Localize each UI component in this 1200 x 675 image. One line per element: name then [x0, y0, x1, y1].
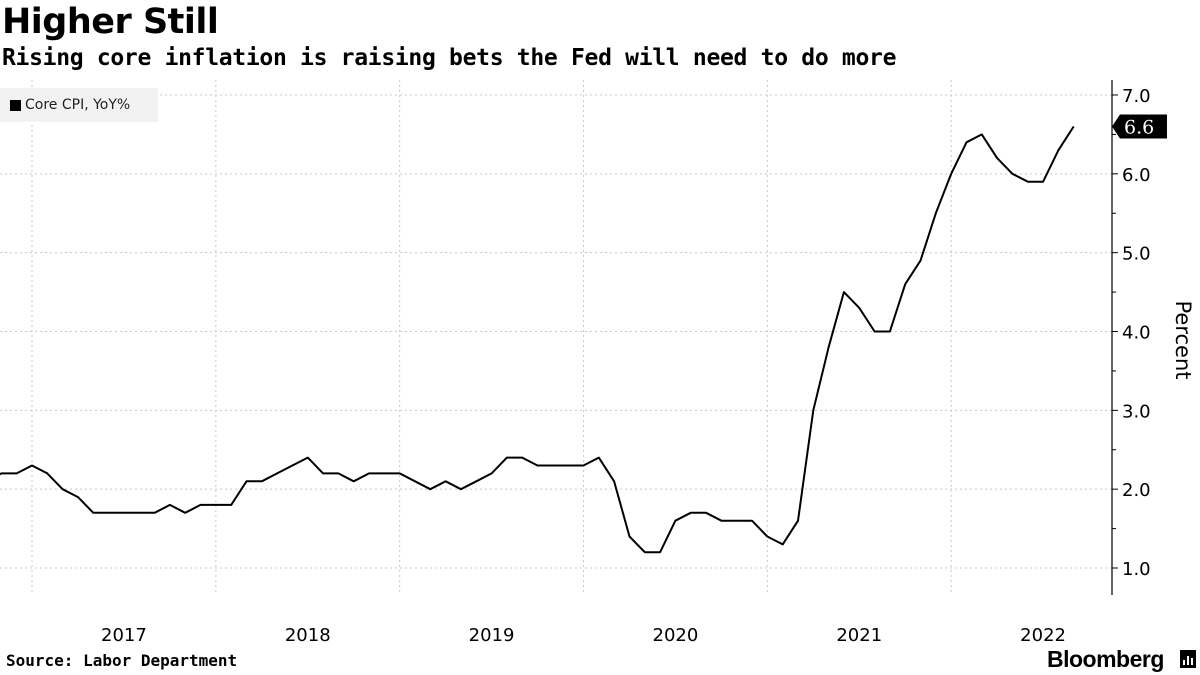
grid: [0, 80, 1112, 595]
y-tick-label: 1.0: [1122, 559, 1151, 580]
series-group: [0, 125, 1075, 554]
x-tick-label: 2017: [101, 625, 147, 646]
bloomberg-logo: Bloomberg: [1047, 646, 1164, 672]
y-tick-label: 7.0: [1122, 86, 1151, 107]
x-tick-label: 2022: [1020, 625, 1066, 646]
series-line-core-cpi: [0, 125, 1075, 554]
y-tick-label: 2.0: [1122, 480, 1151, 501]
y-tick-label: 6.0: [1122, 165, 1151, 186]
y-tick-label: 4.0: [1122, 323, 1151, 344]
source-note: Source: Labor Department: [6, 651, 238, 670]
last-value-label: 6.6: [1112, 114, 1167, 139]
y-tick-label: 3.0: [1122, 401, 1151, 422]
last-value-text: 6.6: [1124, 117, 1154, 139]
x-tick-label: 2019: [469, 625, 515, 646]
last-value-flag: [1112, 114, 1167, 139]
chart-subtitle: Rising core inflation is raising bets th…: [2, 45, 897, 71]
x-tick-label: 2020: [653, 625, 699, 646]
x-axis: 2017 2018 2019 2020 2021 2022: [101, 625, 1066, 646]
legend: Core CPI, YoY%: [0, 88, 158, 122]
y-axis-title: Percent: [1171, 300, 1195, 379]
legend-swatch: [10, 99, 21, 111]
legend-label: Core CPI, YoY%: [25, 97, 131, 113]
y-tick-label: 5.0: [1122, 244, 1151, 265]
bloomberg-terminal-icon: [1180, 650, 1196, 668]
chart-title: Higher Still: [2, 2, 219, 42]
x-tick-label: 2021: [836, 625, 882, 646]
x-tick-label: 2018: [285, 625, 331, 646]
y-axis: 1.0 2.0 3.0 4.0 5.0 6.0 7.0: [1111, 80, 1151, 595]
